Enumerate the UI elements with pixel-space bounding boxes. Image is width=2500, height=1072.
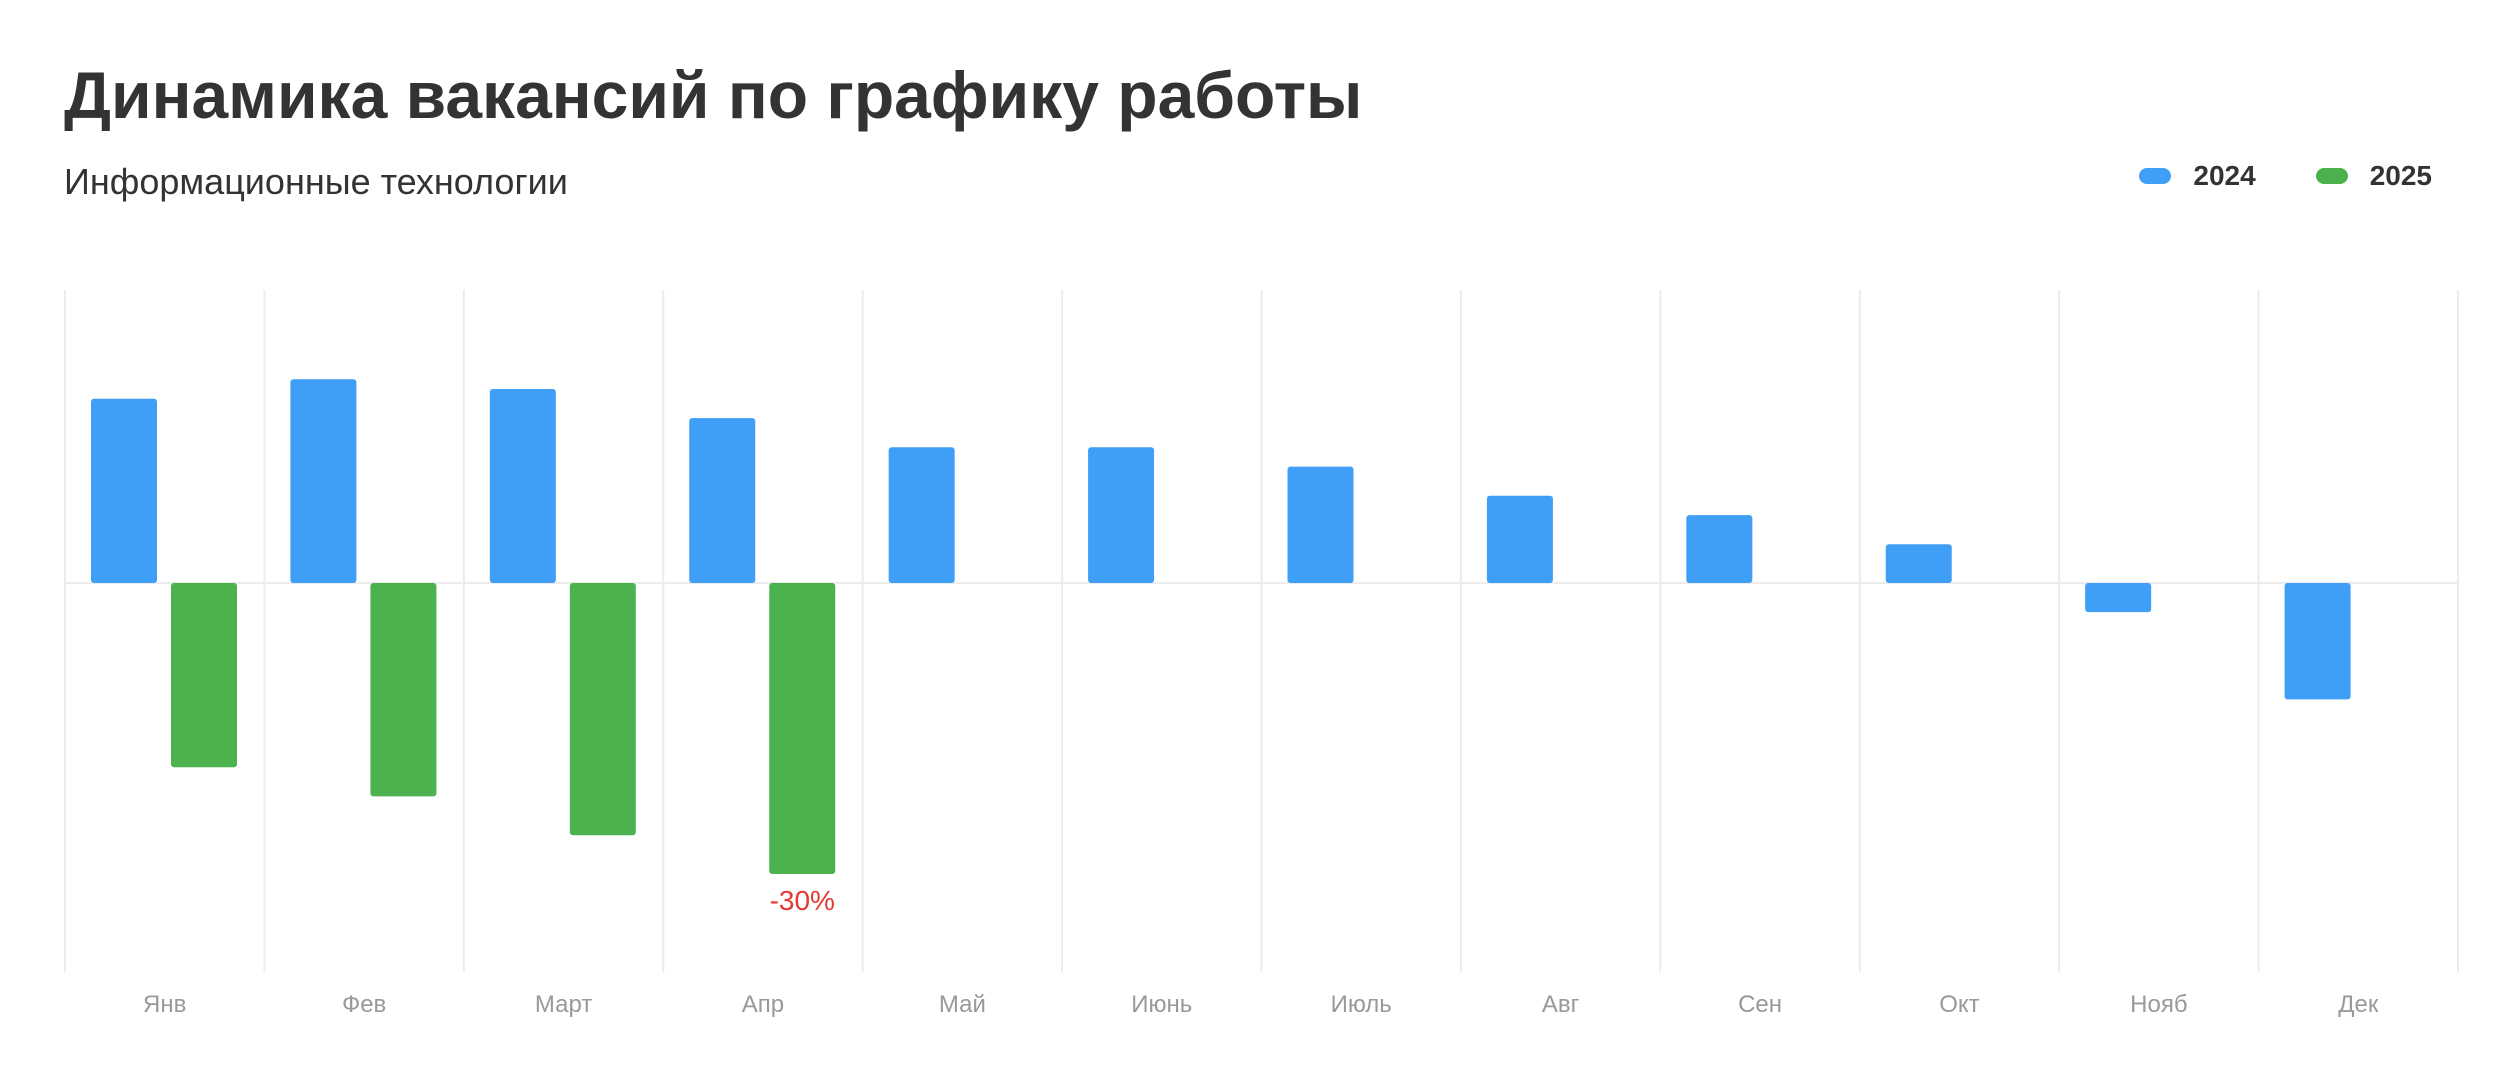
x-tick-label: Нояб	[2130, 991, 2187, 1018]
x-tick-label: Дек	[2338, 991, 2379, 1018]
bar-2025-Фев[interactable]	[370, 583, 437, 797]
x-tick-label: Фев	[342, 991, 386, 1018]
x-tick-label: Март	[535, 991, 592, 1018]
x-tick-label: Июнь	[1131, 991, 1192, 1018]
bar-2024-Янв[interactable]	[91, 398, 157, 583]
x-tick-label: Апр	[742, 991, 784, 1018]
bar-2024-Дек[interactable]	[2284, 583, 2351, 700]
bar-2025-Март[interactable]	[569, 583, 636, 836]
data-label-Апр: -30%	[770, 885, 835, 916]
bar-2024-Март[interactable]	[489, 389, 556, 583]
x-tick-label: Авг	[1542, 991, 1580, 1018]
chart-title: Динамика вакансий по графику работы	[64, 58, 1363, 132]
bar-2024-Май[interactable]	[888, 447, 955, 583]
legend-label-2024: 2024	[2193, 160, 2256, 191]
bar-2025-Апр[interactable]	[769, 583, 836, 874]
bar-2024-Фев[interactable]	[290, 379, 357, 583]
bar-2024-Июль[interactable]	[1287, 466, 1354, 583]
bar-2024-Авг[interactable]	[1486, 495, 1553, 583]
x-tick-label: Окт	[1939, 991, 1979, 1018]
bar-2024-Нояб[interactable]	[2085, 583, 2152, 613]
legend-item-2025[interactable]: 2025	[2315, 160, 2432, 191]
bar-2024-Июнь[interactable]	[1088, 447, 1155, 583]
legend-label-2025: 2025	[2369, 160, 2432, 191]
legend-swatch-2025	[2315, 168, 2348, 184]
bar-2024-Сен[interactable]	[1686, 515, 1753, 583]
legend-item-2024[interactable]: 2024	[2139, 160, 2256, 191]
legend-swatch-2024	[2139, 168, 2172, 184]
chart-legend: 2024 2025	[2139, 162, 2432, 190]
bar-2024-Апр[interactable]	[689, 418, 756, 583]
x-tick-label: Сен	[1738, 991, 1782, 1018]
bar-2025-Янв[interactable]	[171, 583, 237, 768]
x-tick-label: Июль	[1331, 991, 1392, 1018]
bar-2024-Окт[interactable]	[1885, 544, 1952, 583]
chart-subtitle: Информационные технологии	[64, 161, 568, 202]
x-tick-label: Май	[939, 991, 986, 1018]
x-tick-label: Янв	[143, 991, 186, 1018]
